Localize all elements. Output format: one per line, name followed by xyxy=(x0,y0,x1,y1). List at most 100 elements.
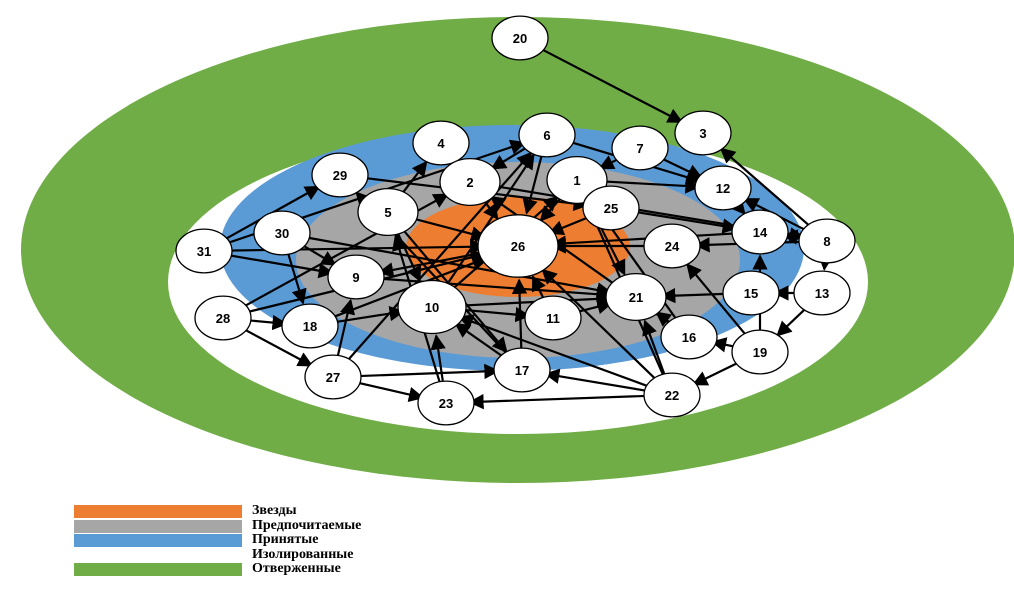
node-6: 6 xyxy=(518,112,576,158)
legend-label: Принятые xyxy=(252,532,319,547)
node-circle xyxy=(327,254,385,300)
choice-arrow xyxy=(659,287,729,304)
node-12: 12 xyxy=(694,165,752,211)
node-label: 12 xyxy=(716,181,730,196)
choice-arrow xyxy=(548,215,591,236)
choice-arrow xyxy=(642,319,666,375)
node-circle xyxy=(798,218,856,264)
node-circle xyxy=(491,15,549,61)
choice-arrow xyxy=(522,156,543,215)
node-29: 29 xyxy=(311,152,369,198)
choice-arrow xyxy=(303,235,613,298)
node-circle xyxy=(397,279,467,335)
node-circle xyxy=(253,210,311,256)
node-label: 21 xyxy=(629,290,643,305)
node-circle xyxy=(417,380,475,426)
node-circle xyxy=(311,152,369,198)
node-label: 24 xyxy=(665,239,680,254)
node-15: 15 xyxy=(722,270,780,316)
choice-arrow xyxy=(543,368,651,393)
node-4: 4 xyxy=(412,120,470,166)
node-circle xyxy=(524,295,582,341)
node-28: 28 xyxy=(194,295,252,341)
choice-arrow xyxy=(336,298,356,356)
choice-arrow xyxy=(397,233,422,283)
node-label: 28 xyxy=(216,311,230,326)
choice-arrow xyxy=(490,145,529,170)
node-label: 16 xyxy=(682,330,696,345)
node-label: 6 xyxy=(543,128,550,143)
choice-arrow xyxy=(600,178,701,194)
node-26: 26 xyxy=(477,214,559,278)
node-17: 17 xyxy=(493,347,551,393)
choice-arrow xyxy=(692,360,741,386)
choice-arrow xyxy=(468,393,650,410)
node-circle xyxy=(611,125,669,171)
choice-arrow xyxy=(245,314,288,331)
node-27: 27 xyxy=(304,354,362,400)
node-label: 29 xyxy=(333,168,347,183)
node-circle xyxy=(477,214,559,278)
node-18: 18 xyxy=(281,303,339,349)
node-label: 26 xyxy=(511,239,525,254)
legend-swatch xyxy=(74,563,242,576)
node-circle xyxy=(493,347,551,393)
choice-arrow xyxy=(242,327,314,367)
node-circle xyxy=(643,223,701,269)
node-label: 23 xyxy=(439,396,453,411)
node-label: 25 xyxy=(604,201,618,216)
choice-arrow xyxy=(377,250,487,278)
node-circle xyxy=(175,228,233,274)
choice-arrow xyxy=(457,314,652,389)
legend-swatch xyxy=(74,519,242,533)
node-19: 19 xyxy=(731,329,789,375)
node-11: 11 xyxy=(524,295,582,341)
node-label: 2 xyxy=(466,175,473,190)
node-label: 11 xyxy=(546,311,560,326)
node-label: 31 xyxy=(197,244,211,259)
node-label: 13 xyxy=(815,286,829,301)
legend-label: Изолированные xyxy=(252,546,354,562)
node-label: 17 xyxy=(515,363,529,378)
node-circle xyxy=(605,272,667,322)
choice-arrow xyxy=(574,299,613,315)
node-8: 8 xyxy=(798,218,856,264)
node-label: 27 xyxy=(326,370,340,385)
choice-arrow xyxy=(539,47,684,124)
node-circle xyxy=(439,157,501,207)
choice-arrow xyxy=(401,160,428,194)
choice-arrow xyxy=(300,243,337,266)
node-label: 7 xyxy=(636,141,643,156)
node-31: 31 xyxy=(175,228,233,274)
choice-arrow xyxy=(287,254,307,305)
node-label: 30 xyxy=(275,226,289,241)
node-circle xyxy=(674,110,732,156)
node-circle xyxy=(412,120,470,166)
choice-arrow xyxy=(817,254,834,271)
node-label: 3 xyxy=(699,126,706,141)
node-circle xyxy=(194,295,252,341)
legend-swatch xyxy=(74,534,242,547)
node-23: 23 xyxy=(417,380,475,426)
node-circle xyxy=(357,187,419,237)
choice-arrow xyxy=(659,156,703,179)
node-22: 22 xyxy=(643,372,701,418)
choice-arrow xyxy=(531,275,546,299)
node-label: 20 xyxy=(513,31,527,46)
choice-arrow xyxy=(331,305,405,324)
choice-arrow xyxy=(483,200,499,221)
node-label: 22 xyxy=(665,388,679,403)
legend-label: Предпочитаемые xyxy=(252,517,362,533)
node-9: 9 xyxy=(327,254,385,300)
choice-arrow xyxy=(776,307,807,337)
choice-arrow xyxy=(686,263,747,336)
node-3: 3 xyxy=(674,110,732,156)
legend-label: Отверженные xyxy=(252,561,341,576)
node-10: 10 xyxy=(397,279,467,335)
node-circle xyxy=(582,185,640,231)
choice-arrow xyxy=(410,217,487,242)
node-circle xyxy=(518,112,576,158)
node-circle xyxy=(281,303,339,349)
node-2: 2 xyxy=(439,157,501,207)
